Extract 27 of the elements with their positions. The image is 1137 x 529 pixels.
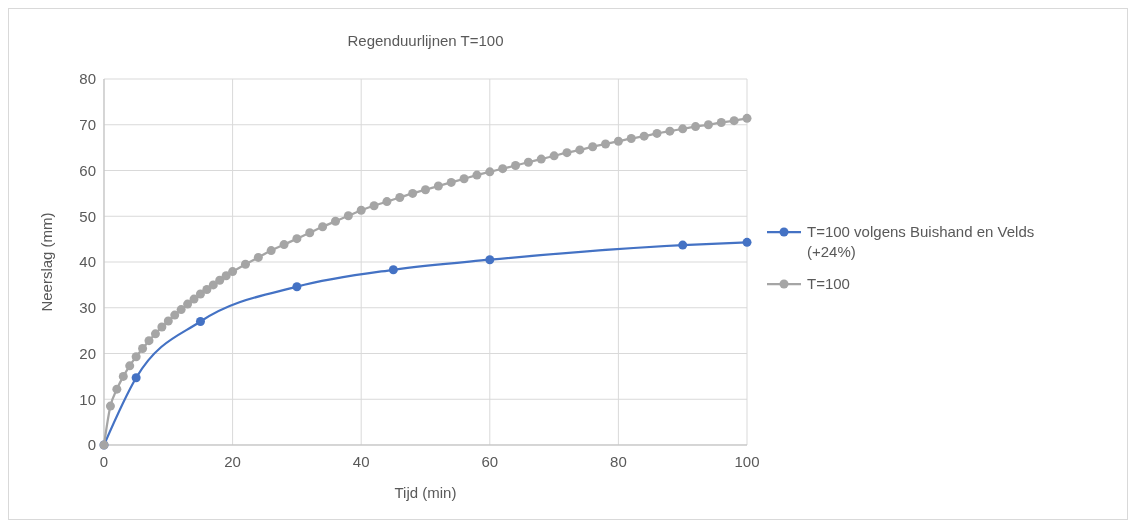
x-tick-label: 0 bbox=[99, 453, 109, 470]
legend-label: T=100 bbox=[807, 275, 850, 293]
x-tick-label: 20 bbox=[224, 453, 241, 470]
x-axis-title: Tijd (min) bbox=[394, 484, 457, 501]
y-tick-label: 0 bbox=[87, 436, 96, 454]
point bbox=[195, 316, 205, 326]
y-tick-label: 60 bbox=[79, 161, 96, 179]
legend-label: T=100 volgens Buishand en Velds (+24%) bbox=[807, 223, 1035, 260]
y-axis-title: Neerslag (mm) bbox=[38, 212, 55, 312]
point bbox=[678, 240, 688, 250]
point bbox=[485, 255, 495, 265]
point bbox=[292, 282, 302, 292]
y-tick-label: 50 bbox=[79, 207, 96, 225]
y-tick-label: 80 bbox=[79, 70, 96, 88]
chart-title: Regenduurlijnen T=100 bbox=[347, 32, 504, 49]
point bbox=[742, 237, 752, 247]
x-tick-label: 100 bbox=[734, 453, 760, 470]
y-tick-label: 30 bbox=[79, 299, 96, 316]
x-tick-label: 40 bbox=[352, 453, 370, 470]
point bbox=[131, 373, 141, 383]
y-tick-label: 40 bbox=[79, 253, 96, 271]
y-tick-label: 20 bbox=[79, 344, 96, 362]
y-tick-label: 70 bbox=[79, 116, 96, 133]
x-tick-label: 80 bbox=[610, 453, 627, 470]
point bbox=[388, 265, 398, 275]
x-tick-label: 60 bbox=[481, 453, 499, 470]
y-tick-label: 10 bbox=[79, 390, 96, 408]
